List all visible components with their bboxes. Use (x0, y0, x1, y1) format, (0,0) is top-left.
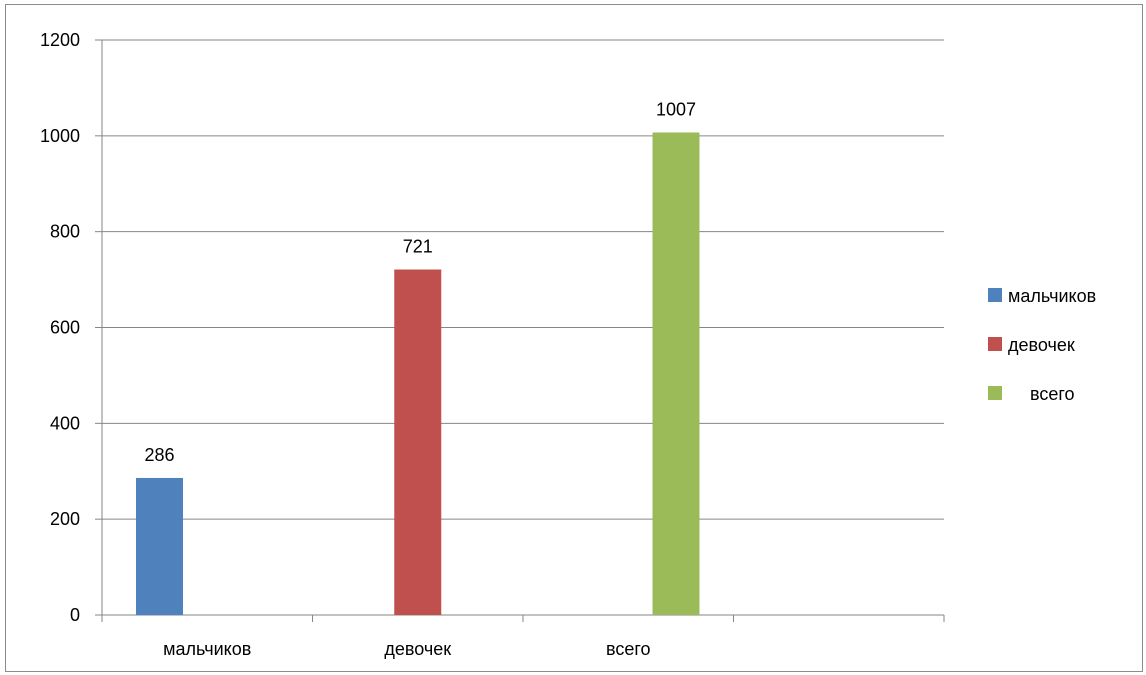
legend-swatch (988, 337, 1002, 351)
y-tick-label: 1000 (40, 126, 80, 146)
bar-девочек (394, 269, 442, 615)
data-label: 1007 (656, 99, 696, 119)
y-tick-label: 0 (70, 605, 80, 625)
legend-label: мальчиков (1008, 286, 1096, 306)
y-tick-label: 1200 (40, 30, 80, 50)
data-labels: 286 721 1007 (144, 99, 696, 464)
gridlines (102, 39, 944, 520)
y-tick-labels: 0 200 400 600 800 1000 1200 (40, 30, 80, 625)
data-label: 286 (144, 445, 174, 465)
axes (95, 39, 945, 622)
legend-swatch (988, 386, 1002, 400)
y-tick-label: 400 (50, 413, 80, 433)
bars (136, 132, 700, 615)
legend-label: девочек (1008, 335, 1075, 355)
y-tick-label: 200 (50, 509, 80, 529)
data-label: 721 (403, 237, 433, 257)
x-tick-label: девочек (384, 639, 451, 659)
x-tick-labels: мальчиков девочек всего (163, 639, 650, 659)
y-tick-label: 800 (50, 222, 80, 242)
chart-frame (5, 4, 1143, 672)
legend-label: всего (1030, 384, 1075, 404)
x-tick-label: всего (606, 639, 651, 659)
x-tick-label: мальчиков (163, 639, 251, 659)
legend-swatch (988, 288, 1002, 302)
bar-всего (652, 132, 700, 615)
legend: мальчиков девочек всего (988, 286, 1096, 404)
y-tick-label: 600 (50, 318, 80, 338)
bar-мальчиков (136, 477, 183, 615)
